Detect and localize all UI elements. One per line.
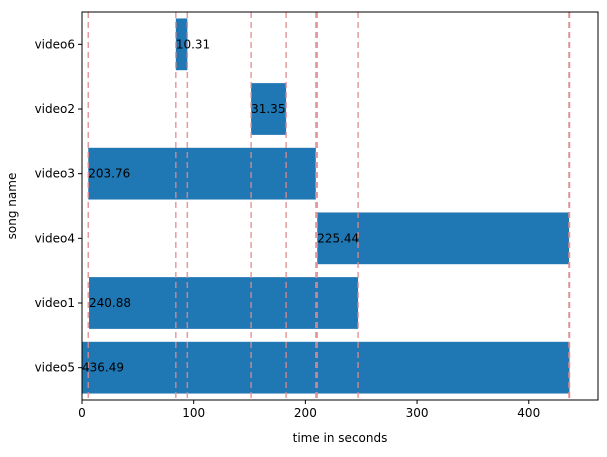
y-axis-label: song name — [5, 173, 19, 240]
data-label-video3: 203.76 — [88, 167, 130, 181]
y-tick-label: video4 — [35, 231, 75, 245]
y-tick-label: video1 — [35, 296, 75, 310]
bar-video1 — [89, 277, 359, 329]
x-axis-ticks: 0 100 200 300 400 — [78, 400, 540, 420]
data-label-video5: 436.49 — [82, 361, 124, 375]
bar-video6 — [175, 18, 188, 71]
x-axis-label: time in seconds — [293, 431, 388, 445]
x-tick-label: 0 — [78, 406, 86, 420]
y-tick-label: video2 — [35, 102, 75, 116]
y-tick-label: video3 — [35, 167, 75, 181]
data-label-video1: 240.88 — [89, 296, 131, 310]
data-label-video4: 225.44 — [317, 231, 359, 245]
bars-group — [82, 18, 570, 394]
x-tick-label: 300 — [406, 406, 429, 420]
x-tick-label: 200 — [294, 406, 317, 420]
bar-video4 — [317, 212, 570, 265]
reference-lines-group — [87, 12, 571, 400]
data-label-video2: 31.35 — [251, 102, 285, 116]
bar-video2 — [251, 83, 287, 135]
x-tick-label: 400 — [517, 406, 540, 420]
y-tick-label: video6 — [35, 37, 75, 51]
plot-area: 436.49 240.88 225.44 203.76 31.35 10.31 0 100 2… — [35, 11, 599, 420]
x-tick-label: 100 — [182, 406, 205, 420]
bar-video3 — [88, 147, 316, 200]
y-tick-label: video5 — [35, 361, 75, 375]
bar-video5 — [82, 341, 570, 394]
y-axis-ticks: video5 video1 video4 video3 video2 video6 — [35, 37, 82, 375]
data-labels-group: 436.49 240.88 225.44 203.76 31.35 10.31 — [82, 37, 359, 374]
axes-frame — [81, 11, 599, 401]
plot-background — [82, 12, 598, 400]
data-label-video6: 10.31 — [176, 37, 210, 51]
